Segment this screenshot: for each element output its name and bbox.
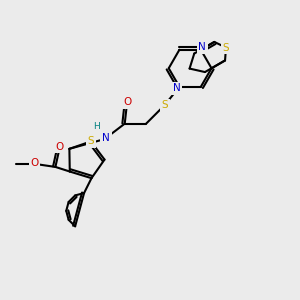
Text: S: S [223, 43, 229, 52]
Text: N: N [198, 42, 206, 52]
Text: S: S [161, 100, 168, 110]
Text: N: N [172, 83, 180, 93]
Text: S: S [88, 136, 94, 146]
Text: O: O [123, 97, 131, 107]
Text: H: H [93, 122, 100, 131]
Text: N: N [102, 133, 110, 143]
Text: O: O [56, 142, 64, 152]
Text: O: O [31, 158, 39, 168]
